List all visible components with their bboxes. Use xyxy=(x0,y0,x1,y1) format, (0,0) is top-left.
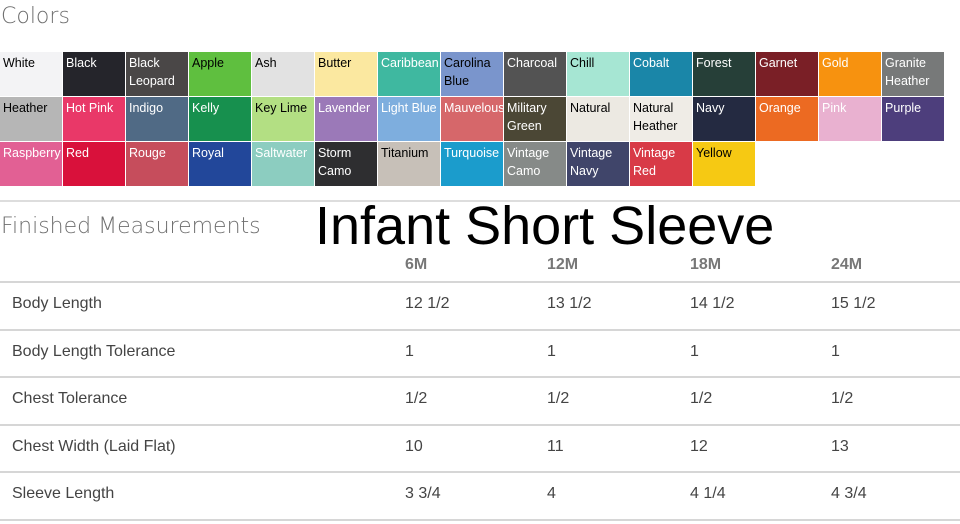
color-swatch: White xyxy=(0,52,62,96)
color-swatch: Raspberry xyxy=(0,142,62,186)
color-swatch: Gold xyxy=(819,52,881,96)
color-swatch: Saltwater xyxy=(252,142,314,186)
color-swatch: Navy xyxy=(693,97,755,141)
table-cell: 1 xyxy=(690,343,699,360)
color-swatch: Natural xyxy=(567,97,629,141)
color-swatch: Key Lime xyxy=(252,97,314,141)
column-header: 24M xyxy=(831,256,863,273)
row-divider xyxy=(0,329,960,331)
color-swatch: Vintage Navy xyxy=(567,142,629,186)
color-swatch: Garnet xyxy=(756,52,818,96)
overlay-title: Infant Short Sleeve xyxy=(315,196,775,256)
table-cell: 12 xyxy=(690,438,708,455)
table-cell: 1/2 xyxy=(831,390,854,407)
row-divider xyxy=(0,471,960,473)
table-cell: 1/2 xyxy=(405,390,428,407)
color-swatch: Butter xyxy=(315,52,377,96)
color-swatch: Ash xyxy=(252,52,314,96)
row-label: Chest Width (Laid Flat) xyxy=(12,438,176,455)
row-label: Body Length Tolerance xyxy=(12,343,176,360)
color-swatch: Kelly xyxy=(189,97,251,141)
table-cell: 1 xyxy=(831,343,840,360)
column-header: 12M xyxy=(547,256,579,273)
table-cell: 4 xyxy=(547,485,556,502)
color-swatch: Natural Heather xyxy=(630,97,692,141)
color-swatch: Vintage Camo xyxy=(504,142,566,186)
table-cell: 10 xyxy=(405,438,423,455)
row-label: Sleeve Length xyxy=(12,485,115,502)
table-cell: 4 3/4 xyxy=(831,485,867,502)
table-cell: 3 3/4 xyxy=(405,485,441,502)
divider xyxy=(0,200,960,202)
table-cell: 12 1/2 xyxy=(405,295,450,312)
color-swatch: Purple xyxy=(882,97,944,141)
color-swatch: Black Leopard xyxy=(126,52,188,96)
table-cell: 4 1/4 xyxy=(690,485,726,502)
color-swatch: Mauvelous xyxy=(441,97,503,141)
color-swatch: Vintage Red xyxy=(630,142,692,186)
color-swatch: Apple xyxy=(189,52,251,96)
colors-heading: Colors xyxy=(1,4,70,29)
color-swatch-grid: White Black Black Leopard Apple Ash Butter Car… xyxy=(0,52,944,186)
row-divider xyxy=(0,281,960,283)
column-header: 6M xyxy=(405,256,428,273)
color-swatch: Hot Pink xyxy=(63,97,125,141)
row-label: Chest Tolerance xyxy=(12,390,128,407)
color-swatch: Carolina Blue xyxy=(441,52,503,96)
color-swatch: Lavender xyxy=(315,97,377,141)
table-cell: 1/2 xyxy=(547,390,570,407)
color-swatch: Heather xyxy=(0,97,62,141)
row-label: Body Length xyxy=(12,295,102,312)
table-cell: 1/2 xyxy=(690,390,713,407)
color-swatch: Forest xyxy=(693,52,755,96)
table-cell: 15 1/2 xyxy=(831,295,876,312)
color-swatch: Cobalt xyxy=(630,52,692,96)
finished-measurements-heading: Finished Measurements xyxy=(1,214,261,239)
row-divider xyxy=(0,376,960,378)
color-swatch: Orange xyxy=(756,97,818,141)
table-cell: 1 xyxy=(405,343,414,360)
color-swatch: Royal xyxy=(189,142,251,186)
color-swatch: Yellow xyxy=(693,142,755,186)
color-swatch: Granite Heather xyxy=(882,52,944,96)
color-swatch: Indigo xyxy=(126,97,188,141)
table-cell: 1 xyxy=(547,343,556,360)
color-swatch: Pink xyxy=(819,97,881,141)
color-swatch: Turquoise xyxy=(441,142,503,186)
table-cell: 13 xyxy=(831,438,849,455)
column-header: 18M xyxy=(690,256,722,273)
color-swatch: Titanium xyxy=(378,142,440,186)
color-swatch: Storm Camo xyxy=(315,142,377,186)
table-cell: 13 1/2 xyxy=(547,295,592,312)
color-swatch: Rouge xyxy=(126,142,188,186)
color-swatch: Military Green xyxy=(504,97,566,141)
color-swatch: Chill xyxy=(567,52,629,96)
color-swatch: Charcoal xyxy=(504,52,566,96)
color-swatch: Black xyxy=(63,52,125,96)
color-swatch: Light Blue xyxy=(378,97,440,141)
row-divider xyxy=(0,519,960,521)
color-swatch: Caribbean xyxy=(378,52,440,96)
row-divider xyxy=(0,424,960,426)
color-swatch: Red xyxy=(63,142,125,186)
table-cell: 11 xyxy=(547,438,564,455)
table-cell: 14 1/2 xyxy=(690,295,735,312)
